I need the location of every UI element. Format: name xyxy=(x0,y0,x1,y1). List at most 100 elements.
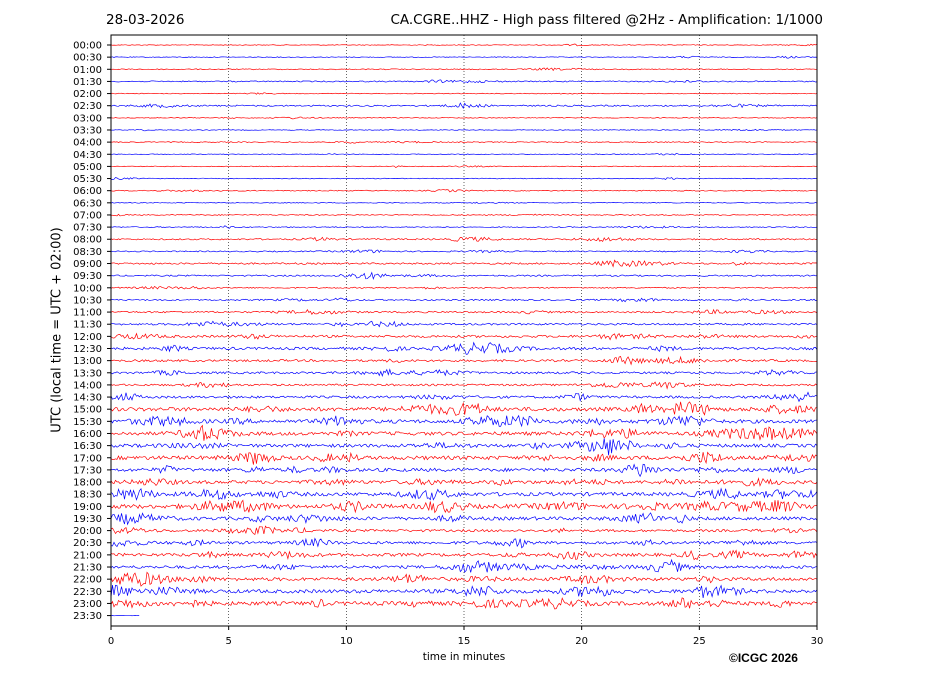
y-tick-label: 06:30 xyxy=(73,198,102,209)
y-tick-label: 19:30 xyxy=(73,514,102,525)
y-tick-label: 08:30 xyxy=(73,247,102,258)
x-tick-label: 15 xyxy=(458,636,471,647)
y-tick-label: 22:00 xyxy=(73,575,102,586)
y-axis: 00:0000:3001:0001:3002:0002:3003:0003:30… xyxy=(73,41,111,622)
y-tick-label: 10:00 xyxy=(73,283,102,294)
grid-lines xyxy=(228,35,700,626)
trace-row-1900 xyxy=(110,499,818,514)
copyright-credit: ©ICGC 2026 xyxy=(729,651,798,665)
trace-row-1230 xyxy=(110,341,818,355)
y-tick-label: 03:30 xyxy=(73,125,102,136)
trace-row-0130 xyxy=(110,79,818,84)
trace-row-2000 xyxy=(110,525,818,536)
trace-row-0200 xyxy=(110,92,818,95)
y-tick-label: 17:30 xyxy=(73,465,102,476)
trace-row-0600 xyxy=(110,189,818,193)
y-tick-label: 12:00 xyxy=(73,332,102,343)
x-axis: 0 5 10 15 20 25 30 xyxy=(108,626,824,647)
trace-row-1600 xyxy=(110,424,818,441)
trace-row-1330 xyxy=(110,368,818,378)
trace-row-1700 xyxy=(110,451,818,465)
x-tick-label: 10 xyxy=(340,636,353,647)
trace-row-0430 xyxy=(110,153,818,156)
x-tick-label: 0 xyxy=(108,636,114,647)
trace-row-1130 xyxy=(110,320,818,328)
trace-row-1530 xyxy=(110,414,818,428)
x-tick-label: 30 xyxy=(811,636,824,647)
y-tick-label: 05:00 xyxy=(73,162,102,173)
y-tick-label: 12:30 xyxy=(73,344,102,355)
plot-frame xyxy=(110,34,818,627)
trace-row-0400 xyxy=(110,140,818,144)
trace-row-0500 xyxy=(110,165,818,169)
y-tick-label: 03:00 xyxy=(73,113,102,124)
trace-row-1730 xyxy=(110,463,818,478)
y-tick-label: 10:30 xyxy=(73,295,102,306)
y-tick-label: 21:00 xyxy=(73,550,102,561)
y-tick-label: 20:00 xyxy=(73,526,102,537)
trace-row-1400 xyxy=(110,381,818,390)
trace-row-0330 xyxy=(110,128,818,132)
y-tick-label: 01:30 xyxy=(73,77,102,88)
trace-row-2130 xyxy=(110,558,818,573)
y-tick-label: 18:30 xyxy=(73,490,102,501)
trace-row-0530 xyxy=(110,177,818,180)
trace-row-1630 xyxy=(110,438,818,456)
trace-row-1930 xyxy=(110,512,818,526)
y-tick-label: 16:30 xyxy=(73,441,102,452)
y-tick-label: 16:00 xyxy=(73,429,102,440)
trace-row-1100 xyxy=(110,308,818,315)
y-tick-label: 20:30 xyxy=(73,538,102,549)
y-tick-label: 00:30 xyxy=(73,53,102,64)
y-tick-label: 02:00 xyxy=(73,89,102,100)
x-tick-label: 20 xyxy=(575,636,588,647)
y-tick-label: 02:30 xyxy=(73,101,102,112)
trace-row-0030 xyxy=(110,55,818,59)
y-tick-label: 22:30 xyxy=(73,587,102,598)
y-tick-label: 07:00 xyxy=(73,210,102,221)
trace-row-0730 xyxy=(110,225,818,229)
trace-row-1830 xyxy=(110,487,818,501)
y-tick-label: 05:30 xyxy=(73,174,102,185)
trace-row-0100 xyxy=(110,67,818,72)
y-tick-label: 09:00 xyxy=(73,259,102,270)
trace-row-1030 xyxy=(110,297,818,303)
chart-date: 28-03-2026 xyxy=(106,12,185,28)
y-tick-label: 11:00 xyxy=(73,308,102,319)
trace-row-0300 xyxy=(110,116,818,120)
y-tick-label: 15:00 xyxy=(73,405,102,416)
x-tick-label: 25 xyxy=(693,636,706,647)
trace-row-1500 xyxy=(110,401,818,416)
x-tick-label: 5 xyxy=(225,636,231,647)
trace-row-1430 xyxy=(110,391,818,403)
y-tick-label: 13:30 xyxy=(73,368,102,379)
trace-layer xyxy=(110,43,818,617)
y-tick-label: 14:30 xyxy=(73,393,102,404)
trace-row-2230 xyxy=(110,584,818,599)
trace-row-0700 xyxy=(110,213,818,217)
y-tick-label: 18:00 xyxy=(73,478,102,489)
y-tick-label: 23:30 xyxy=(73,611,102,622)
trace-row-0800 xyxy=(110,236,818,242)
y-tick-label: 21:30 xyxy=(73,563,102,574)
trace-row-2030 xyxy=(110,537,818,549)
y-tick-label: 07:30 xyxy=(73,223,102,234)
y-tick-label: 14:00 xyxy=(73,380,102,391)
y-tick-label: 04:30 xyxy=(73,150,102,161)
y-tick-label: 15:30 xyxy=(73,417,102,428)
trace-row-0930 xyxy=(110,271,818,280)
y-tick-label: 06:00 xyxy=(73,186,102,197)
y-tick-label: 01:00 xyxy=(73,65,102,76)
trace-row-1000 xyxy=(110,285,818,290)
y-tick-label: 13:00 xyxy=(73,356,102,367)
y-tick-label: 19:00 xyxy=(73,502,102,513)
trace-row-0900 xyxy=(110,259,818,268)
trace-row-0230 xyxy=(110,102,818,109)
trace-row-1200 xyxy=(110,332,818,341)
y-tick-label: 23:00 xyxy=(73,599,102,610)
x-axis-label: time in minutes xyxy=(422,651,506,663)
chart-title: CA.CGRE..HHZ - High pass filtered @2Hz -… xyxy=(390,12,823,28)
y-tick-label: 00:00 xyxy=(73,41,102,52)
trace-row-2100 xyxy=(110,549,818,561)
